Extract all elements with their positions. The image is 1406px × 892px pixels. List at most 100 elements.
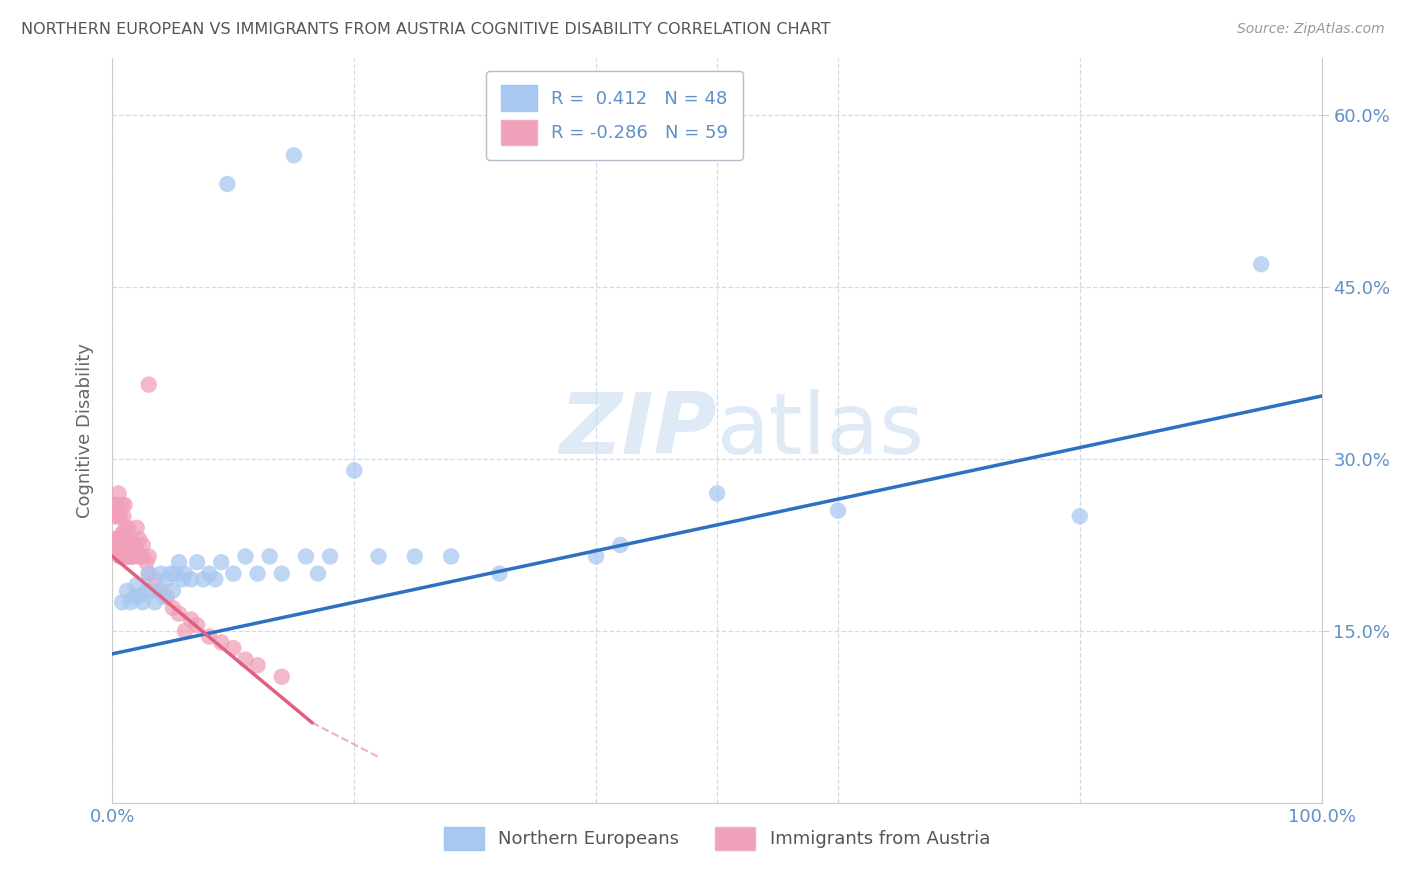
Point	[108, 549, 131, 564]
Point	[488, 566, 510, 581]
Point	[404, 549, 426, 564]
Point	[235, 652, 257, 666]
Point	[125, 521, 148, 535]
Point	[246, 566, 269, 581]
Point	[138, 549, 160, 564]
Point	[135, 555, 157, 569]
Point	[132, 538, 155, 552]
Point	[104, 509, 127, 524]
Point	[141, 583, 163, 598]
Point	[204, 573, 226, 587]
Point	[101, 498, 124, 512]
Point	[180, 573, 202, 587]
Point	[138, 566, 160, 581]
Y-axis label: Cognitive Disability: Cognitive Disability	[76, 343, 94, 518]
Point	[112, 543, 135, 558]
Point	[111, 498, 134, 512]
Point	[105, 509, 128, 524]
Point	[186, 555, 208, 569]
Point	[114, 549, 136, 564]
Point	[120, 595, 142, 609]
Point	[167, 607, 190, 621]
Point	[174, 624, 197, 638]
Text: atlas: atlas	[717, 389, 925, 472]
Point	[209, 635, 232, 649]
Point	[110, 533, 132, 547]
Text: NORTHERN EUROPEAN VS IMMIGRANTS FROM AUSTRIA COGNITIVE DISABILITY CORRELATION CH: NORTHERN EUROPEAN VS IMMIGRANTS FROM AUS…	[21, 22, 831, 37]
Point	[162, 601, 184, 615]
Point	[111, 526, 134, 541]
Point	[105, 533, 128, 547]
Point	[128, 549, 150, 564]
Point	[149, 583, 172, 598]
Point	[120, 549, 142, 564]
Point	[117, 543, 139, 558]
Point	[440, 549, 463, 564]
Point	[114, 526, 136, 541]
Point	[115, 583, 138, 598]
Point	[117, 521, 139, 535]
Point	[827, 503, 849, 517]
Point	[270, 566, 292, 581]
Point	[114, 521, 136, 535]
Point	[120, 533, 142, 547]
Point	[122, 590, 145, 604]
Point	[156, 590, 179, 604]
Point	[609, 538, 631, 552]
Point	[122, 543, 145, 558]
Point	[283, 148, 305, 162]
Point	[138, 377, 160, 392]
Point	[307, 566, 329, 581]
Point	[105, 498, 128, 512]
Point	[124, 538, 146, 552]
Point	[159, 566, 181, 581]
Point	[143, 595, 166, 609]
Point	[108, 509, 131, 524]
Point	[101, 533, 124, 547]
Point	[172, 573, 194, 587]
Point	[174, 566, 197, 581]
Point	[156, 573, 179, 587]
Point	[128, 590, 150, 604]
Legend: Northern Europeans, Immigrants from Austria: Northern Europeans, Immigrants from Aust…	[437, 820, 997, 857]
Point	[105, 543, 128, 558]
Point	[1250, 257, 1272, 271]
Point	[246, 658, 269, 673]
Point	[209, 555, 232, 569]
Point	[222, 641, 245, 656]
Point	[191, 573, 214, 587]
Point	[235, 549, 257, 564]
Point	[343, 463, 366, 477]
Point	[165, 566, 187, 581]
Point	[138, 566, 160, 581]
Point	[125, 543, 148, 558]
Point	[132, 549, 155, 564]
Point	[706, 486, 728, 500]
Point	[107, 486, 129, 500]
Point	[143, 573, 166, 587]
Point	[1069, 509, 1091, 524]
Point	[107, 533, 129, 547]
Text: Source: ZipAtlas.com: Source: ZipAtlas.com	[1237, 22, 1385, 37]
Point	[114, 498, 136, 512]
Point	[121, 549, 143, 564]
Point	[135, 583, 157, 598]
Text: ZIP: ZIP	[560, 389, 717, 472]
Point	[186, 618, 208, 632]
Point	[295, 549, 318, 564]
Point	[367, 549, 389, 564]
Point	[222, 566, 245, 581]
Point	[128, 533, 150, 547]
Point	[132, 595, 155, 609]
Point	[180, 612, 202, 626]
Point	[115, 533, 138, 547]
Point	[217, 177, 239, 191]
Point	[148, 583, 170, 598]
Point	[114, 549, 136, 564]
Point	[585, 549, 607, 564]
Point	[198, 566, 221, 581]
Point	[162, 583, 184, 598]
Point	[125, 578, 148, 592]
Point	[110, 549, 132, 564]
Point	[152, 590, 174, 604]
